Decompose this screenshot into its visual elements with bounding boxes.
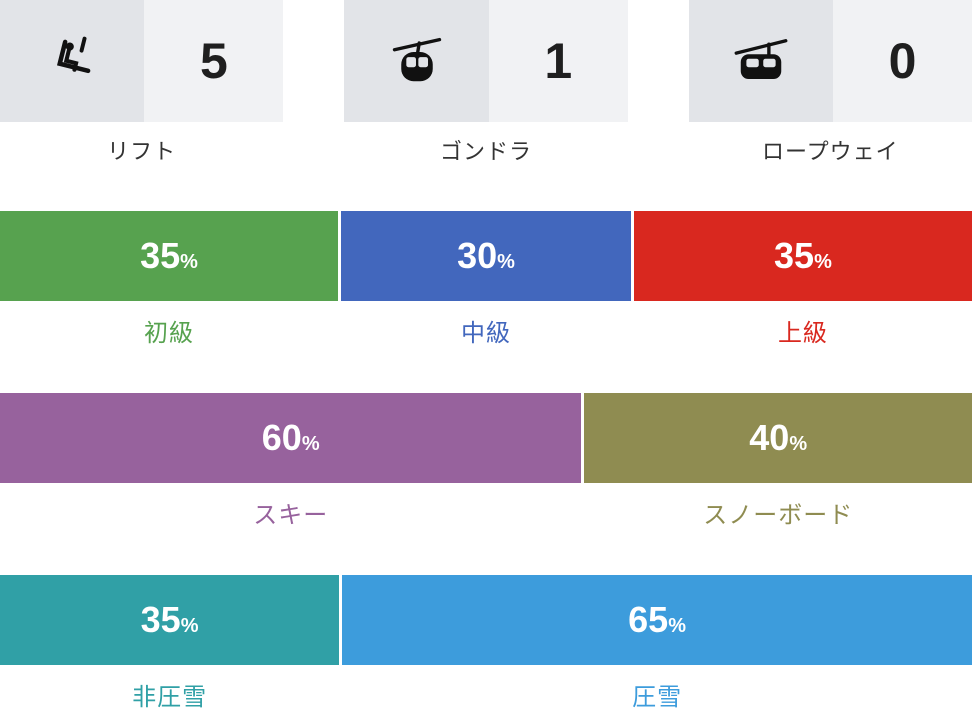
segment-percent: 60% <box>261 417 320 458</box>
segment-percent: 35% <box>774 235 832 276</box>
difficulty-bar: 35% 30% 35% <box>0 211 972 301</box>
stat-lift: 5 リフト <box>0 0 284 166</box>
ski-snowboard-bar: 60% 40% <box>0 393 972 483</box>
segment-label: スキー <box>253 502 329 529</box>
segment-label: 上級 <box>777 320 828 347</box>
percent-sign: % <box>180 615 199 637</box>
ski-snowboard-chart: 60% 40% スキー スノーボード <box>0 393 972 530</box>
percent-sign: % <box>180 251 198 273</box>
bar-segment: 65% <box>342 575 972 665</box>
segment-label: 非圧雪 <box>132 684 208 711</box>
percent-sign: % <box>668 615 686 637</box>
segment-percent: 65% <box>628 599 686 640</box>
stat-lift-box: 5 <box>0 0 284 122</box>
ski-snowboard-labels: スキー スノーボード <box>0 495 972 530</box>
ropeway-count: 0 <box>833 0 972 122</box>
segment-label: 初級 <box>144 320 195 347</box>
segment-label: 中級 <box>460 320 511 347</box>
groomed-bar: 35% 65% <box>0 575 972 665</box>
lift-label: リフト <box>107 139 177 164</box>
segment-percent: 40% <box>749 417 808 458</box>
difficulty-labels: 初級 中級 上級 <box>0 313 972 348</box>
percent-sign: % <box>814 251 832 273</box>
gondola-count: 1 <box>488 0 628 122</box>
chairlift-icon <box>0 0 145 122</box>
percent-sign: % <box>789 433 808 455</box>
stat-gondola-box: 1 <box>344 0 628 122</box>
bar-segment: 60% <box>0 393 582 483</box>
bar-segment: 35% <box>0 211 339 301</box>
segment-label: 圧雪 <box>632 684 683 711</box>
stat-ropeway-box: 0 <box>688 0 972 122</box>
groomed-chart: 35% 65% 非圧雪 圧雪 <box>0 575 972 712</box>
bar-segment: 35% <box>0 575 340 665</box>
segment-label: スノーボード <box>703 502 854 529</box>
bar-segment: 40% <box>584 393 972 483</box>
bar-segment: 30% <box>341 211 631 301</box>
bar-segment: 35% <box>633 211 972 301</box>
percent-sign: % <box>497 251 515 273</box>
segment-percent: 35% <box>140 599 199 640</box>
segment-percent: 35% <box>140 235 198 276</box>
stat-gondola: 1 ゴンドラ <box>344 0 628 166</box>
percent-sign: % <box>301 433 320 455</box>
gondola-icon <box>344 0 489 122</box>
stat-ropeway: 0 ロープウェイ <box>688 0 972 166</box>
lift-stats-row: 5 リフト 1 ゴンドラ <box>0 0 972 166</box>
gondola-label: ゴンドラ <box>439 139 532 164</box>
segment-percent: 30% <box>457 235 515 276</box>
lift-count: 5 <box>144 0 284 122</box>
groomed-labels: 非圧雪 圧雪 <box>0 677 972 712</box>
ropeway-label: ロープウェイ <box>761 139 899 164</box>
difficulty-chart: 35% 30% 35% 初級 中級 上級 <box>0 211 972 348</box>
ropeway-icon <box>688 0 834 122</box>
